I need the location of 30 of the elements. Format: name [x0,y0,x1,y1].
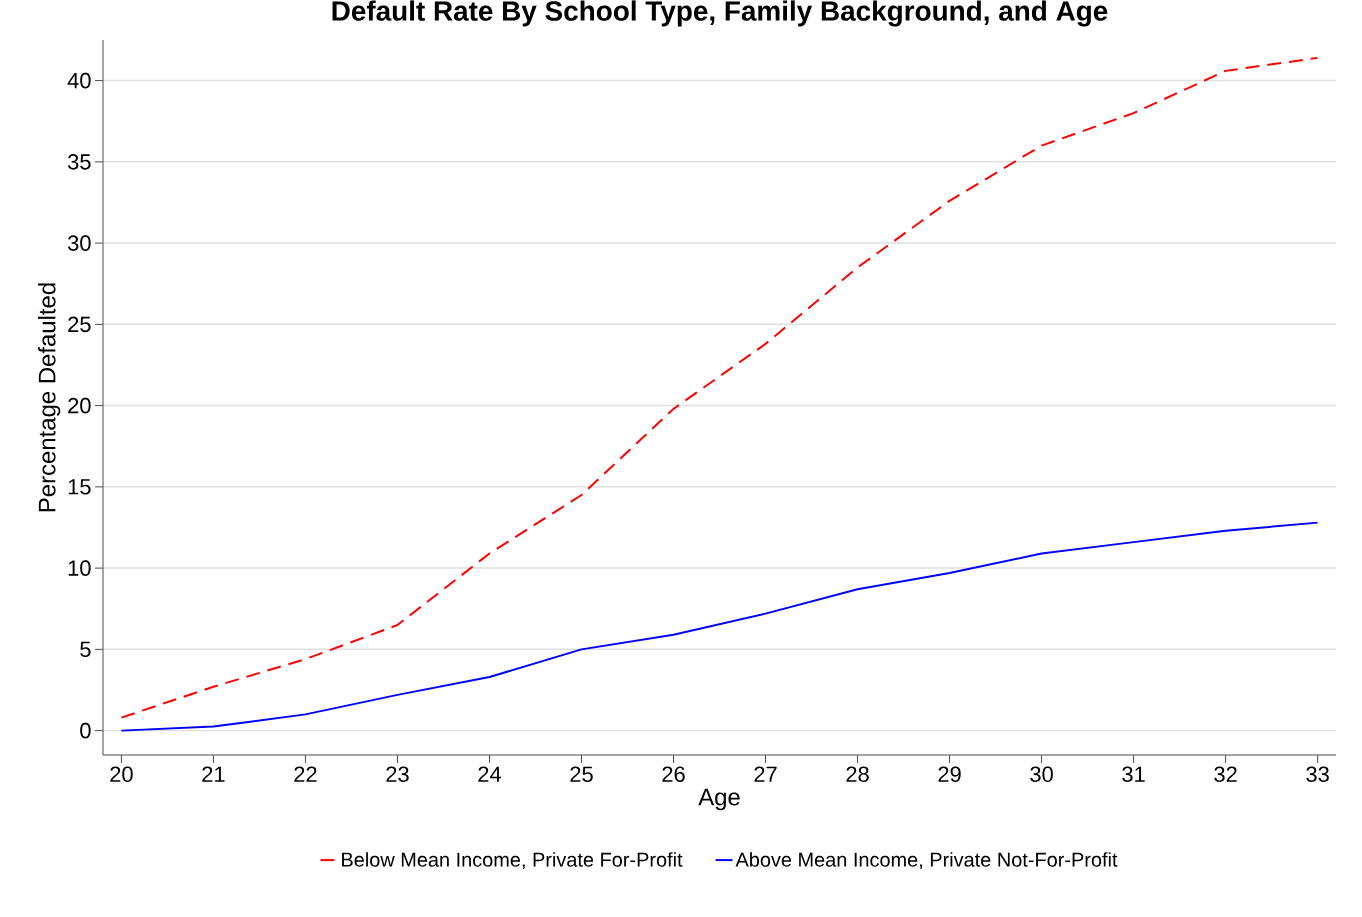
x-tick-label: 23 [386,766,409,783]
chart-title: Default Rate By School Type, Family Background, and Age [332,0,1108,27]
legend-label: Below Mean Income, Private For-Profit [342,852,683,870]
x-tick-label: 24 [478,766,502,782]
line-series [120,56,1319,719]
y-tick-label: 30 [67,235,91,251]
x-tick-label: 32 [1214,766,1237,783]
x-tick-label: 27 [754,766,777,782]
y-tick-label: 35 [67,154,91,170]
x-tick-label: 26 [662,766,685,783]
x-tick-label: 31 [1122,766,1145,783]
y-tick-label: 15 [68,479,91,495]
y-tick-label: 10 [68,560,91,576]
y-tick-label: 40 [67,72,91,89]
x-tick-label: 29 [938,766,961,783]
x-tick-label: 22 [294,766,317,782]
y-tick-label: 5 [80,641,91,658]
x-tick-label: 28 [846,766,869,783]
y-tick-label: 0 [80,722,91,739]
x-tick-label: 21 [202,766,225,782]
x-tick-label: 25 [570,766,593,783]
y-axis-title: Percentage Defaulted [38,283,61,512]
x-tick-label: 30 [1030,766,1053,783]
y-tick-label: 25 [68,316,91,333]
legend-label: Above Mean Income, Private Not-For-Profit [735,852,1118,870]
x-tick-label: 20 [110,766,133,783]
line-series [120,521,1319,732]
x-axis-title: Age [698,788,740,811]
y-tick-label: 20 [68,397,91,414]
x-tick-label: 33 [1306,766,1329,783]
